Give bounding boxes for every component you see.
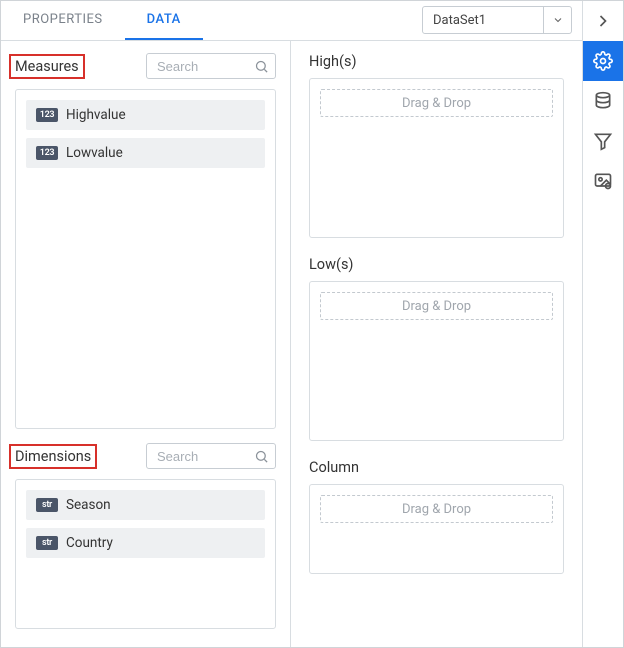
zone-low-placeholder: Drag & Drop <box>320 292 553 320</box>
measures-list: 123 Highvalue 123 Lowvalue <box>15 89 276 429</box>
image-settings-icon[interactable] <box>583 161 623 201</box>
dimensions-title: Dimensions <box>9 444 97 469</box>
zone-high-label: High(s) <box>309 53 564 70</box>
chevron-down-icon <box>543 7 571 33</box>
zone-low-label: Low(s) <box>309 256 564 273</box>
measures-search[interactable] <box>146 53 276 79</box>
measures-search-input[interactable] <box>155 58 254 75</box>
tabs: PROPERTIES DATA <box>1 1 203 40</box>
topbar: PROPERTIES DATA DataSet1 <box>1 1 582 41</box>
zone-column-label: Column <box>309 459 564 476</box>
gear-icon[interactable] <box>583 41 623 81</box>
dimension-item[interactable]: str Country <box>26 528 265 558</box>
measure-item[interactable]: 123 Lowvalue <box>26 138 265 168</box>
right-sidebar <box>582 1 623 647</box>
fields-pane: Measures 123 Highvalue 123 Lowvalue Dimensi… <box>1 41 291 647</box>
zone-column-placeholder: Drag & Drop <box>320 495 553 523</box>
zone-column: Column Drag & Drop <box>309 459 564 574</box>
dimensions-search[interactable] <box>146 443 276 469</box>
search-icon <box>254 59 269 74</box>
filter-icon[interactable] <box>583 121 623 161</box>
dimensions-list: str Season str Country <box>15 479 276 629</box>
zone-column-dropzone[interactable]: Drag & Drop <box>309 484 564 574</box>
tab-data[interactable]: DATA <box>125 1 203 40</box>
measure-item[interactable]: 123 Highvalue <box>26 100 265 130</box>
dimension-item[interactable]: str Season <box>26 490 265 520</box>
tab-properties[interactable]: PROPERTIES <box>1 1 125 40</box>
string-type-icon: str <box>36 498 58 512</box>
dimension-item-label: Season <box>66 497 111 513</box>
measures-title: Measures <box>9 54 85 79</box>
dropzones-pane: High(s)Drag & DropLow(s)Drag & DropColum… <box>291 41 582 647</box>
string-type-icon: str <box>36 536 58 550</box>
dataset-select[interactable]: DataSet1 <box>422 6 572 34</box>
zone-high: High(s) Drag & Drop <box>309 53 564 238</box>
dataset-selected-label: DataSet1 <box>423 13 543 28</box>
zone-high-placeholder: Drag & Drop <box>320 89 553 117</box>
search-icon <box>254 449 269 464</box>
zone-high-dropzone[interactable]: Drag & Drop <box>309 78 564 238</box>
measure-item-label: Highvalue <box>66 107 126 123</box>
measure-item-label: Lowvalue <box>66 145 123 161</box>
dimension-item-label: Country <box>66 535 113 551</box>
database-icon[interactable] <box>583 81 623 121</box>
chevron-right-icon[interactable] <box>583 1 623 41</box>
numeric-type-icon: 123 <box>36 146 58 160</box>
dimensions-search-input[interactable] <box>155 448 254 465</box>
zone-low-dropzone[interactable]: Drag & Drop <box>309 281 564 441</box>
numeric-type-icon: 123 <box>36 108 58 122</box>
zone-low: Low(s) Drag & Drop <box>309 256 564 441</box>
